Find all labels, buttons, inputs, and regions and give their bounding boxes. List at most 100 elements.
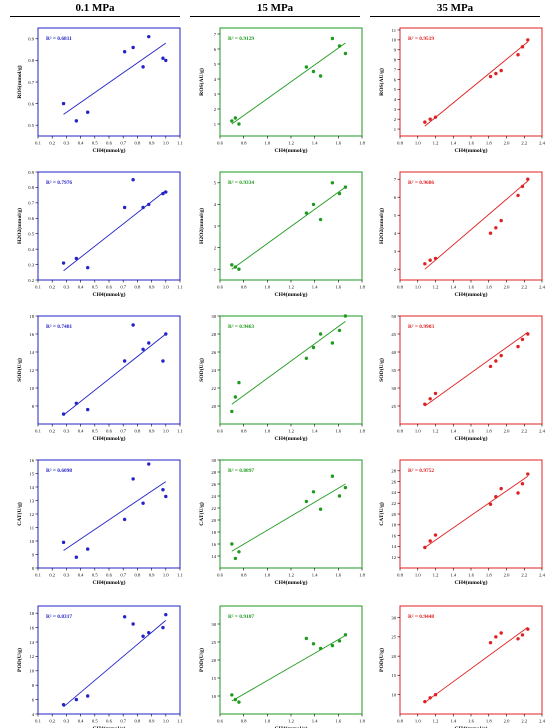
x-tick-label: 1.6 [335,141,341,146]
x-tick-label: 1.1 [177,429,183,434]
data-point [86,110,90,114]
x-tick-label: 0.2 [49,429,55,434]
y-tick-label: 14 [211,554,216,559]
data-point [318,507,323,511]
data-point [86,694,90,698]
y-tick-label: 24 [211,368,216,373]
x-tick-label: 0.1 [35,429,41,434]
data-point [304,499,309,504]
x-tick-label: 1.8 [486,429,492,434]
data-point [423,262,427,266]
x-tick-label: 0.2 [49,719,55,724]
data-point [488,640,493,645]
data-point [61,540,66,545]
data-point [122,615,127,619]
y-tick-label: 2 [394,117,397,122]
data-point [433,115,438,119]
scatter-panel-3-1: 0.1 0.2 0.3 0.4 0.5 0.6 0.7 0.8 0.9 1.0 1.1 8 10 12 14… [16,314,184,442]
column-rule-0.1mpa [10,16,180,17]
plot-frame [399,459,543,569]
y-tick-label: 3 [394,107,397,112]
x-axis-label: CH4(mmol/g) [93,291,126,298]
y-tick-label: 5 [214,62,217,67]
plot-frame [399,315,543,425]
data-point [311,490,316,494]
x-axis-label: CH4(mmol/g) [455,147,488,154]
data-point [122,517,127,522]
data-point [161,56,165,60]
data-point [516,344,520,349]
x-tick-label: 0.4 [78,719,84,724]
y-tick-label: 22 [211,506,216,511]
x-tick-label: 1.8 [486,573,492,578]
y-tick-label: 30 [391,386,396,391]
x-tick-label: 2.2 [521,573,527,578]
data-point [423,402,427,406]
data-point [74,401,79,405]
column-rule-15mpa [190,16,360,17]
y-tick-label: 26 [391,479,396,484]
y-tick-label: 26 [211,350,216,355]
data-point [161,191,165,196]
y-tick-label: 45 [391,332,396,337]
data-point [61,412,66,416]
x-tick-label: 0.8 [397,573,403,578]
x-tick-label: 1.8 [359,429,365,434]
data-point [343,485,348,490]
x-axis-label: CH4(mmol/g) [93,579,126,586]
data-point [147,630,151,635]
x-tick-label: 2.0 [504,573,510,578]
r-squared-label: R² = 0.9519 [408,36,434,42]
x-axis-label: CH4(mmol/g) [275,579,308,586]
x-tick-label: 0.3 [64,141,70,146]
y-tick-label: 0.5 [28,232,34,237]
y-tick-label: 1 [214,267,217,272]
fit-line [63,481,167,551]
x-axis-label: CH4(mmol/g) [93,725,126,728]
x-axis-label: CH4(mmol/g) [275,291,308,298]
column-header-35mpa: 35 MPa [436,2,474,14]
y-tick-label: 0.7 [28,201,34,206]
data-point [488,502,493,506]
data-point [526,177,530,181]
y-tick-label: 0.4 [28,247,34,252]
y-tick-label: 2 [394,267,397,272]
r-squared-label: R² = 0.9903 [408,324,434,330]
x-tick-label: 1.6 [468,719,474,724]
x-tick-label: 2.2 [521,719,527,724]
y-tick-label: 22 [391,501,396,506]
plot-frame [399,171,543,281]
x-tick-label: 1.4 [312,141,318,146]
x-tick-label: 1.1 [177,285,183,290]
x-tick-label: 0.8 [397,429,403,434]
y-tick-label: 18 [391,523,396,528]
x-tick-label: 0.8 [241,573,247,578]
y-tick-label: 4 [214,77,217,82]
y-axis-label: CAT(U/g) [378,502,385,526]
y-tick-label: 6 [214,47,217,52]
data-point [61,261,66,265]
y-tick-label: 14 [391,544,396,549]
data-point [428,117,432,121]
x-tick-label: 0.6 [106,573,112,578]
data-point [330,181,335,185]
x-tick-label: 0.3 [64,285,70,290]
x-tick-label: 1.4 [312,285,318,290]
x-tick-label: 0.6 [106,141,112,146]
data-point [526,332,530,336]
x-tick-label: 1.2 [288,141,294,146]
x-tick-label: 0.6 [217,285,223,290]
data-point [61,101,66,106]
fit-line [231,483,346,552]
x-tick-label: 2.2 [521,141,527,146]
y-tick-label: 25 [211,640,216,645]
y-tick-label: 16 [391,533,396,538]
y-tick-label: 7 [214,32,217,37]
x-tick-label: 0.4 [78,429,84,434]
fit-line [231,321,346,405]
y-tick-label: 5 [214,181,217,186]
y-tick-label: 14 [29,640,34,645]
y-tick-label: 30 [211,458,216,463]
x-tick-label: 1.0 [163,141,169,146]
x-tick-label: 0.4 [78,141,84,146]
